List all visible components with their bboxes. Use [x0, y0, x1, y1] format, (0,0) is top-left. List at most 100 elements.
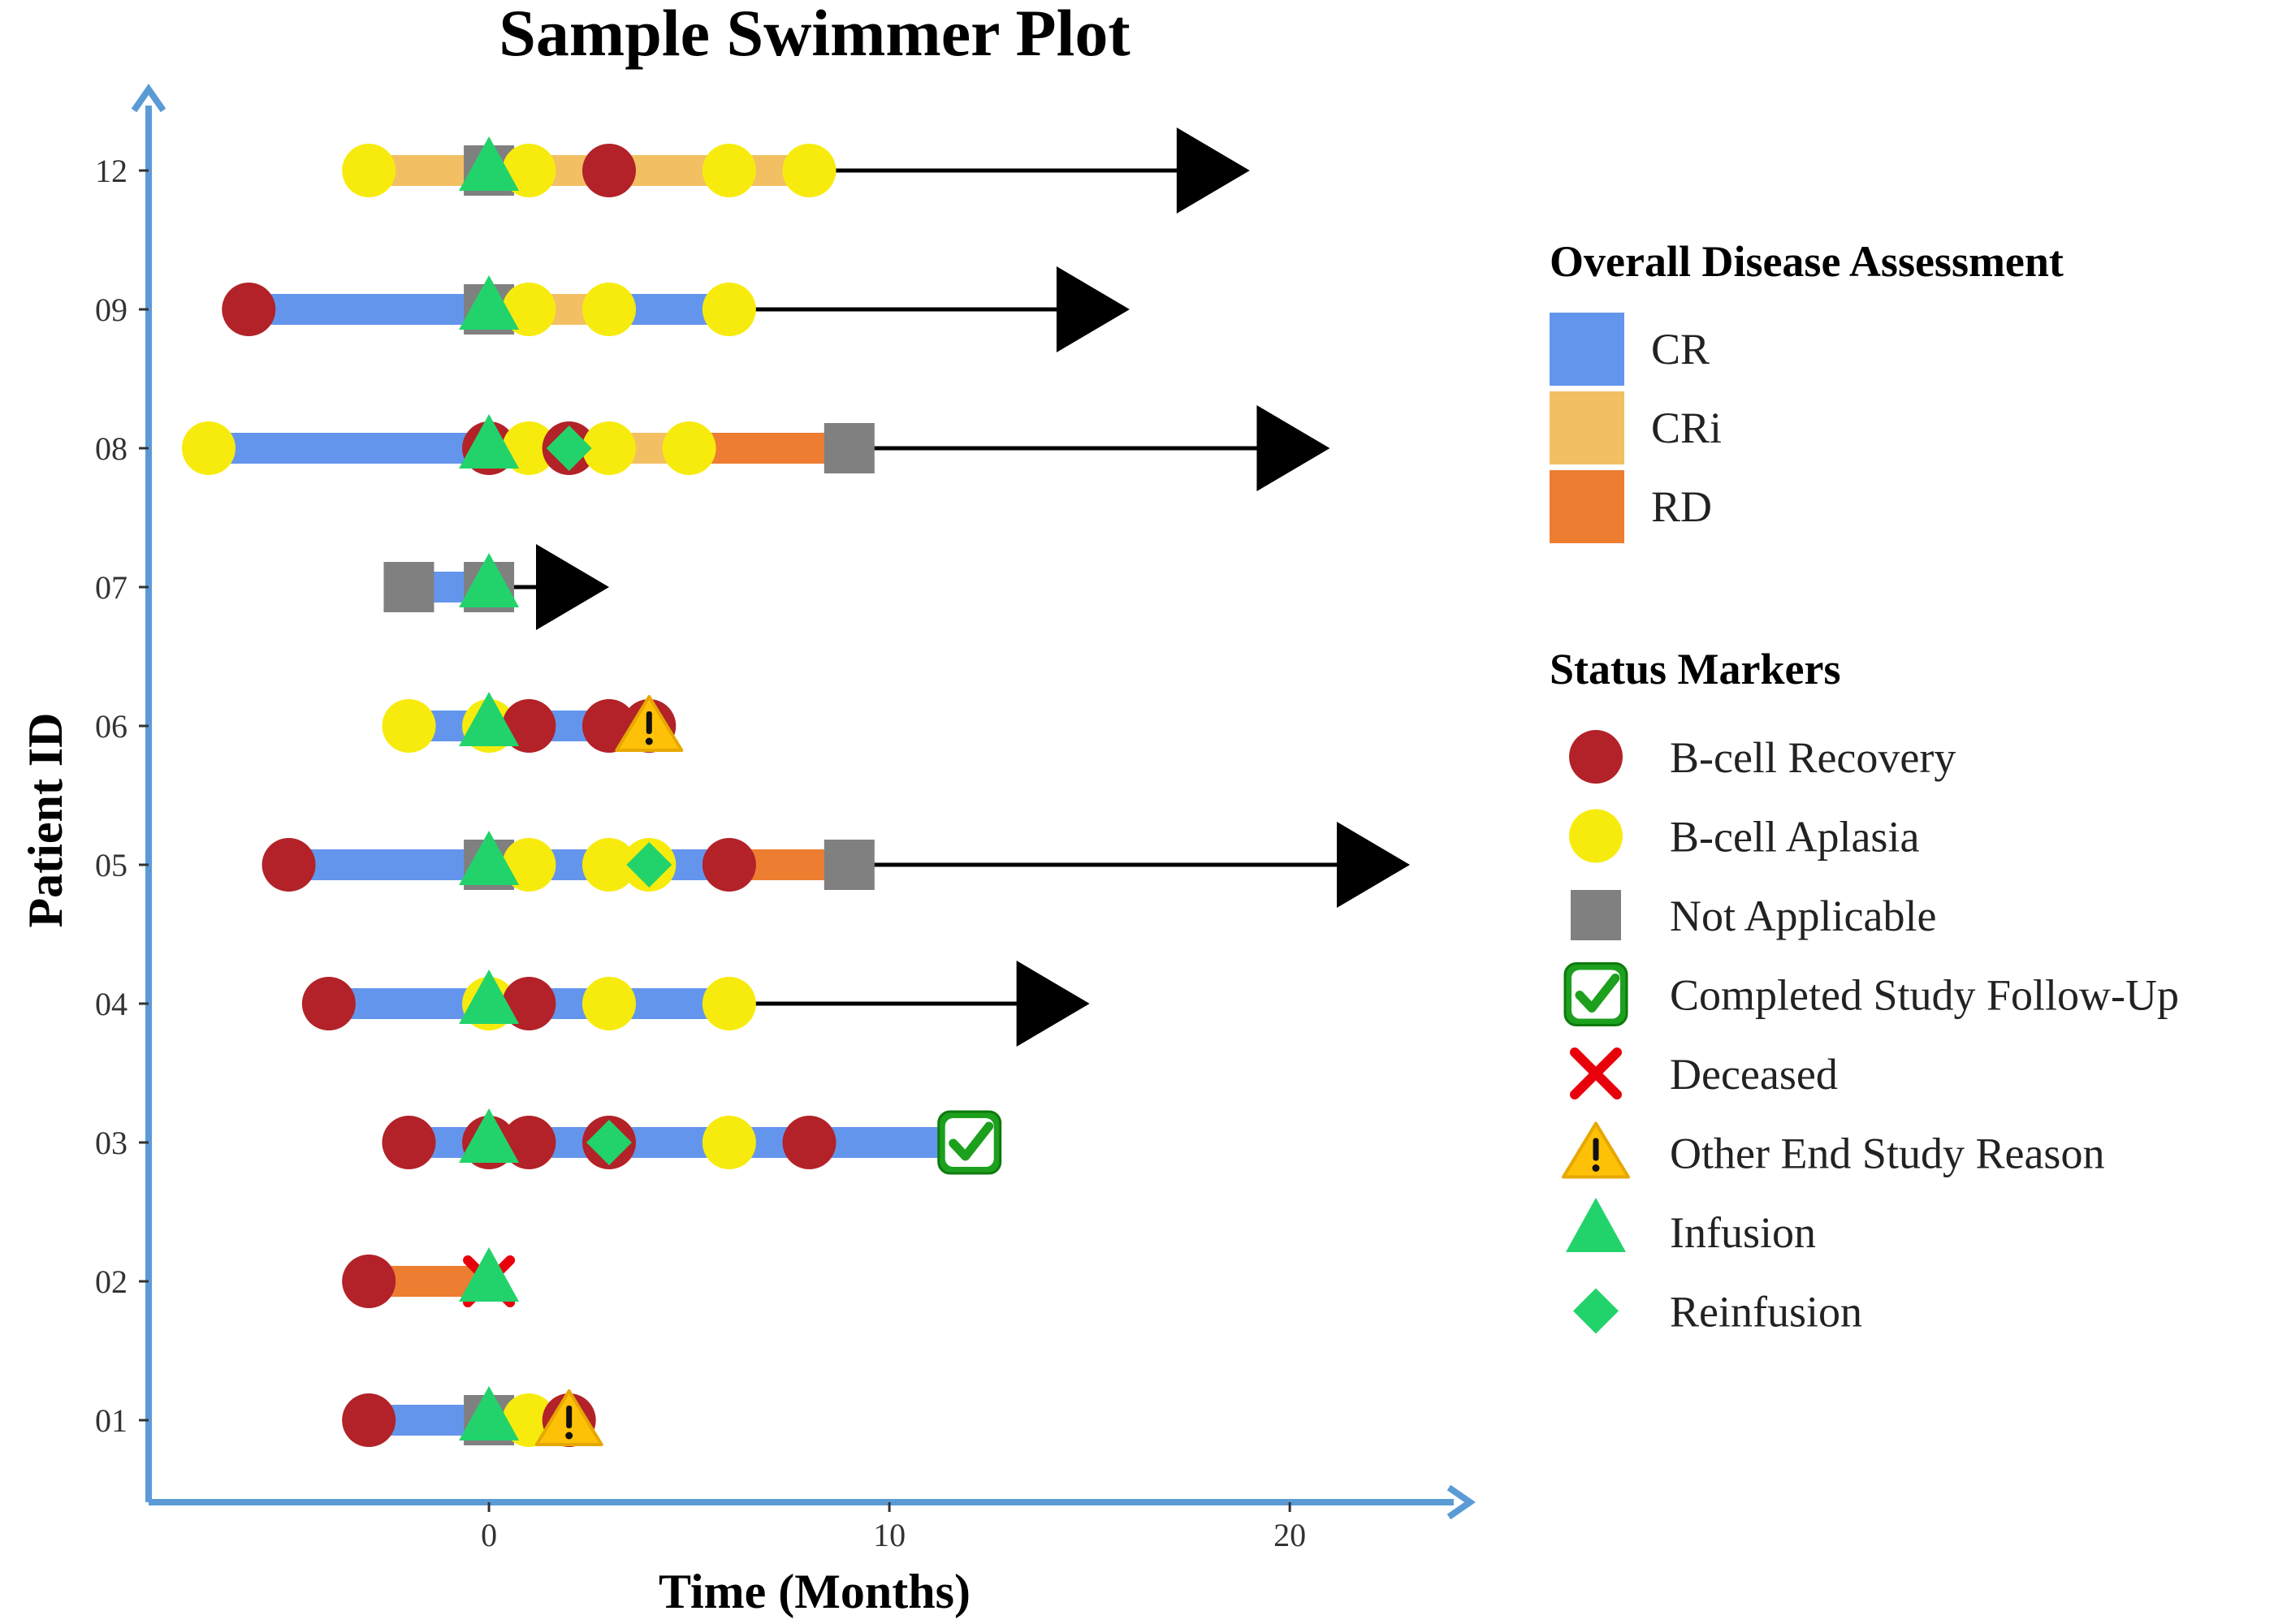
marker-reinfusion-08 [546, 425, 592, 471]
marker-infusion-12 [459, 136, 520, 191]
marker-recovery-04 [301, 977, 356, 1030]
marker-aplasia-04 [581, 977, 636, 1030]
marker-aplasia-03 [702, 1116, 756, 1169]
recovery-circle [342, 1393, 396, 1447]
y-tick-label-03: 03 [95, 1125, 128, 1161]
infusion-triangle [1566, 1198, 1626, 1252]
deceased-stroke [1570, 1047, 1622, 1099]
aplasia-circle [502, 421, 556, 475]
legend-label-CR: CR [1651, 325, 1710, 374]
legend-disease-title: Overall Disease Assessment [1550, 237, 2064, 286]
legend-swatch-CR [1550, 313, 1624, 386]
aplasia-circle [702, 1116, 756, 1169]
warning-bar [646, 711, 652, 734]
aplasia-circle [382, 699, 436, 753]
reinfusion-diamond [626, 842, 672, 888]
marker-infusion-08 [459, 414, 520, 469]
arrow-head-09 [1056, 266, 1130, 352]
check-mark [949, 1121, 994, 1161]
legend-icon-aplasia [1569, 809, 1623, 863]
arrow-head-05 [1337, 822, 1411, 908]
marker-recovery-03 [502, 1116, 556, 1169]
infusion-triangle [459, 414, 520, 469]
marker-aplasia-09 [502, 283, 556, 336]
legend-icon-infusion [1566, 1198, 1626, 1252]
marker-infusion-05 [459, 831, 520, 885]
marker-infusion-02 [459, 1247, 520, 1302]
aplasia-circle [782, 144, 837, 197]
aplasia-circle [662, 421, 716, 475]
legend-icon-other_end [1562, 1121, 1630, 1179]
infusion-triangle [459, 136, 520, 191]
marker-recovery-05 [262, 838, 316, 892]
aplasia-circle [581, 421, 636, 475]
warning-dot [1592, 1164, 1600, 1172]
marker-recovery-05 [702, 838, 756, 892]
aplasia-circle [181, 421, 236, 475]
infusion-triangle [459, 1247, 520, 1302]
aplasia-circle [581, 838, 636, 892]
aplasia-circle [581, 283, 636, 336]
legend-icon-reinfusion [1573, 1288, 1619, 1334]
infusion-triangle [459, 553, 520, 607]
y-tick-label-05: 05 [95, 847, 128, 883]
reinfusion-diamond [546, 425, 592, 471]
marker-aplasia-05 [502, 838, 556, 892]
marker-aplasia-08 [662, 421, 716, 475]
y-tick-label-04: 04 [95, 986, 128, 1022]
x-tick-label-0: 0 [481, 1517, 497, 1553]
marker-recovery-06 [502, 699, 556, 753]
recovery-circle [782, 1116, 837, 1169]
marker-infusion-07 [459, 553, 520, 607]
y-tick-label-08: 08 [95, 430, 128, 467]
recovery-circle [222, 283, 276, 336]
na-square [383, 562, 434, 612]
arrow-head-08 [1256, 405, 1330, 491]
legend-label-other_end: Other End Study Reason [1670, 1129, 2104, 1178]
infusion-triangle [459, 1108, 520, 1163]
legend-label-deceased: Deceased [1670, 1050, 1838, 1099]
aplasia-circle [502, 283, 556, 336]
x-axis-arrowhead [1446, 1484, 1476, 1520]
legend-label-na: Not Applicable [1670, 892, 1936, 940]
status-markers [181, 136, 1002, 1447]
bar-segment-08-CR [208, 433, 490, 464]
marker-aplasia-12 [782, 144, 837, 197]
reinfusion-diamond [586, 1120, 632, 1165]
marker-infusion-04 [459, 970, 520, 1024]
infusion-triangle [459, 970, 520, 1024]
marker-aplasia-08 [181, 421, 236, 475]
marker-aplasia-06 [382, 699, 436, 753]
warning-dot [645, 737, 653, 745]
legend-label-aplasia: B-cell Aplasia [1670, 813, 1919, 862]
marker-infusion-09 [459, 275, 520, 330]
axes: 01 02 03 04 05 06 07 08 09 12 0 10 20 [95, 83, 1476, 1553]
recovery-circle [502, 977, 556, 1030]
legend-label-infusion: Infusion [1670, 1208, 1816, 1257]
y-tick-label-12: 12 [95, 153, 128, 189]
marker-recovery-03 [782, 1116, 837, 1169]
legend-label-CRi: CRi [1651, 404, 1722, 452]
marker-other_end-01 [534, 1389, 603, 1446]
aplasia-circle [502, 144, 556, 197]
y-tick-label-09: 09 [95, 292, 128, 328]
recovery-circle [502, 699, 556, 753]
legend-icon-recovery [1569, 730, 1623, 784]
marker-recovery-12 [581, 144, 636, 197]
marker-aplasia-08 [581, 421, 636, 475]
marker-infusion-03 [459, 1108, 520, 1163]
recovery-circle [702, 838, 756, 892]
marker-aplasia-04 [702, 977, 756, 1030]
y-axis-title: Patient ID [19, 713, 72, 928]
arrow-head-04 [1016, 961, 1090, 1047]
aplasia-circle [502, 838, 556, 892]
na-square [824, 423, 875, 473]
x-tick-label-10: 10 [873, 1517, 906, 1553]
recovery-circle [382, 1116, 436, 1169]
recovery-circle [502, 1116, 556, 1169]
chart-title: Sample Swimmer Plot [499, 0, 1130, 70]
legend-swatch-CRi [1550, 391, 1624, 464]
marker-na-05 [824, 840, 875, 890]
warning-dot [565, 1432, 573, 1440]
legend-icon-completed [1563, 962, 1628, 1026]
